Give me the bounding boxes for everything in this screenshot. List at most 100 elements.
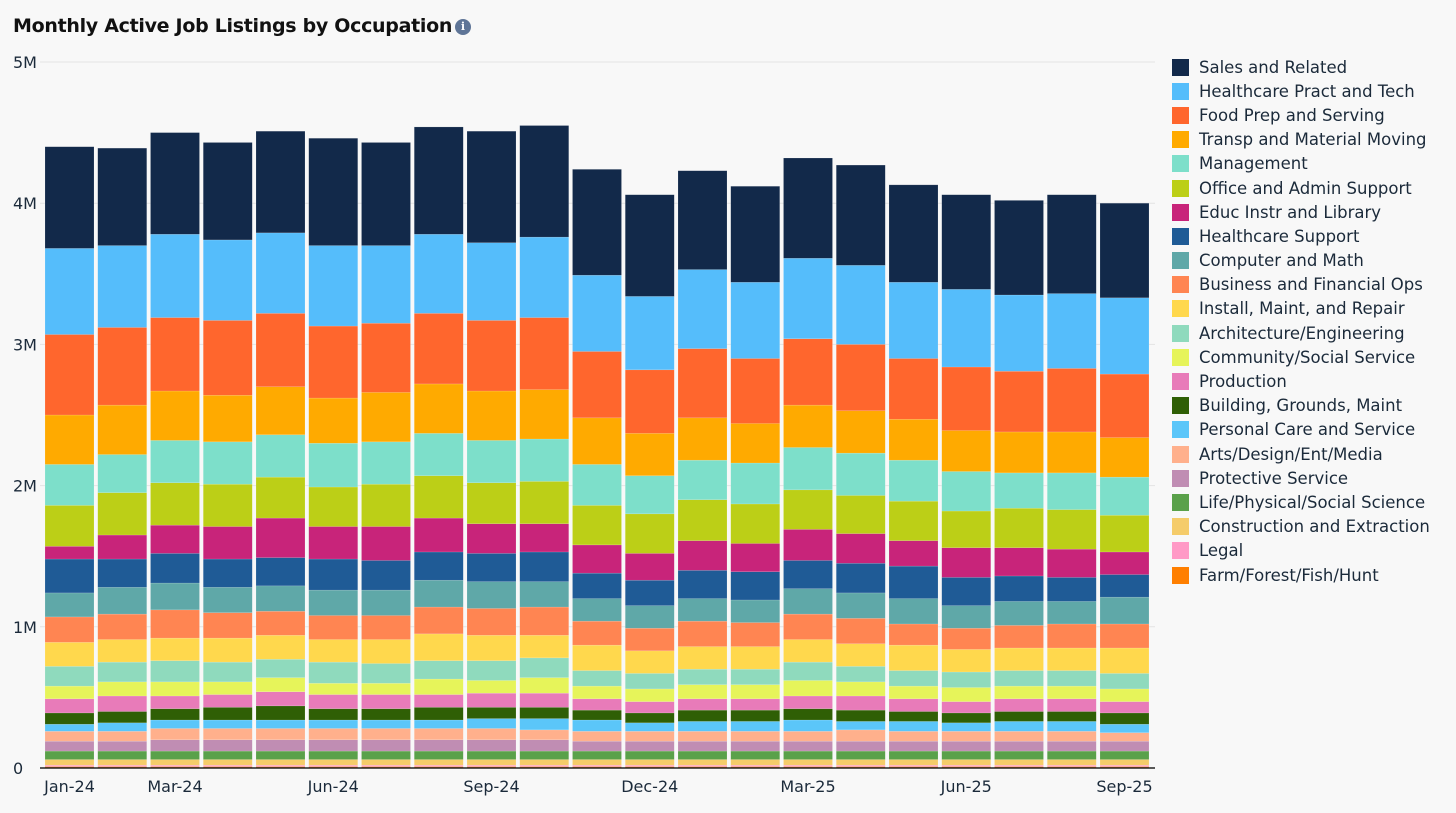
bar-segment[interactable]: Healthcare Pract and Tech Oct-24: 0.57M: [519, 236, 569, 318]
bar-segment[interactable]: Production Nov-24: 0.08M: [572, 698, 622, 711]
bar-segment[interactable]: Healthcare Support Jul-24: 0.21M: [361, 560, 411, 591]
legend-item[interactable]: Business and Financial Ops: [1172, 273, 1430, 297]
bar-segment[interactable]: Life/Physical/Social Science Apr-24: 0.0…: [203, 750, 253, 760]
bar-segment[interactable]: Office and Admin Support Mar-25: 0.28M: [783, 489, 833, 530]
bar-segment[interactable]: Educ Instr and Library Apr-25: 0.21M: [836, 533, 886, 564]
bar-segment[interactable]: Healthcare Pract and Tech Mar-24: 0.59M: [150, 234, 200, 318]
bar-segment[interactable]: Office and Admin Support Aug-25: 0.28M: [1047, 509, 1097, 550]
bar-segment[interactable]: Construction and Extraction Jul-25: 0.04…: [994, 759, 1044, 766]
bar-segment[interactable]: Educ Instr and Library Jun-24: 0.23M: [308, 526, 358, 560]
bar-segment[interactable]: Personal Care and Service Mar-24: 0.06M: [150, 719, 200, 729]
bar-segment[interactable]: Production May-25: 0.09M: [888, 698, 939, 712]
bar-segment[interactable]: Computer and Math Jul-25: 0.17M: [994, 601, 1044, 626]
bar-segment[interactable]: Educ Instr and Library Jan-24: 0.09M: [44, 546, 95, 560]
bar-segment[interactable]: Life/Physical/Social Science Mar-25: 0.0…: [783, 750, 833, 760]
bar-segment[interactable]: Management Jun-24: 0.31M: [308, 442, 358, 488]
bar-segment[interactable]: Life/Physical/Social Science May-25: 0.0…: [888, 750, 939, 760]
bar-segment[interactable]: Community/Social Service Sep-25: 0.09M: [1099, 688, 1150, 702]
bar-segment[interactable]: Sales and Related Apr-24: 0.69M: [203, 142, 253, 241]
bar-segment[interactable]: Educ Instr and Library Mar-25: 0.22M: [783, 529, 833, 561]
bar-segment[interactable]: Community/Social Service Oct-24: 0.11M: [519, 677, 569, 694]
bar-segment[interactable]: Food Prep and Serving Jun-24: 0.51M: [308, 325, 358, 399]
legend-item[interactable]: Protective Service: [1172, 466, 1430, 490]
bar-segment[interactable]: Community/Social Service Feb-24: 0.1M: [97, 681, 147, 697]
bar-segment[interactable]: Arts/Design/Ent/Media Jan-25: 0.07M: [677, 731, 728, 742]
bar-segment[interactable]: Life/Physical/Social Science Jun-25: 0.0…: [941, 750, 991, 760]
bar-segment[interactable]: Personal Care and Service Jan-24: 0.05M: [44, 723, 95, 732]
legend-item[interactable]: Transp and Material Moving: [1172, 128, 1430, 152]
bar-segment[interactable]: Computer and Math Aug-24: 0.19M: [414, 579, 464, 608]
bar-segment[interactable]: Personal Care and Service Aug-24: 0.06M: [414, 719, 464, 729]
bar-segment[interactable]: Business and Financial Ops Aug-25: 0.17M: [1047, 623, 1097, 649]
bar-segment[interactable]: Personal Care and Service Apr-25: 0.06M: [836, 721, 886, 731]
bar-segment[interactable]: Healthcare Support Aug-25: 0.17M: [1047, 577, 1097, 602]
bar-segment[interactable]: Management Apr-24: 0.3M: [203, 441, 253, 485]
bar-segment[interactable]: Healthcare Support Feb-25: 0.2M: [730, 571, 780, 601]
bar-segment[interactable]: Install, Maint, and Repair Jul-24: 0.17M: [361, 639, 411, 664]
bar-segment[interactable]: Building, Grounds, Maint Mar-25: 0.08M: [783, 708, 833, 721]
bar-segment[interactable]: Transp and Material Moving Jan-25: 0.3M: [677, 417, 728, 461]
bar-segment[interactable]: Transp and Material Moving May-25: 0.29M: [888, 418, 939, 461]
bar-segment[interactable]: Architecture/Engineering May-25: 0.11M: [888, 670, 939, 687]
bar-segment[interactable]: Community/Social Service Jun-24: 0.08M: [308, 683, 358, 695]
bar-segment[interactable]: Protective Service Oct-24: 0.08M: [519, 739, 569, 752]
bar-segment[interactable]: Install, Maint, and Repair Feb-25: 0.16M: [730, 646, 780, 670]
legend-item[interactable]: Farm/Forest/Fish/Hunt: [1172, 563, 1430, 587]
bar-segment[interactable]: Healthcare Support Apr-25: 0.21M: [836, 563, 886, 594]
bar-segment[interactable]: Life/Physical/Social Science Sep-25: 0.0…: [1099, 750, 1150, 760]
bar-segment[interactable]: Management Aug-25: 0.26M: [1047, 472, 1097, 510]
bar-segment[interactable]: Office and Admin Support May-25: 0.28M: [888, 500, 939, 541]
bar-segment[interactable]: Building, Grounds, Maint Jul-24: 0.08M: [361, 708, 411, 721]
bar-segment[interactable]: Community/Social Service Sep-24: 0.09M: [466, 680, 517, 694]
bar-segment[interactable]: Computer and Math Sep-24: 0.19M: [466, 581, 517, 609]
bar-segment[interactable]: Production Dec-24: 0.08M: [625, 701, 675, 714]
bar-segment[interactable]: Production May-24: 0.1M: [255, 691, 306, 707]
bar-segment[interactable]: Protective Service Sep-24: 0.08M: [466, 739, 517, 752]
bar-segment[interactable]: Install, Maint, and Repair Jun-24: 0.16M: [308, 639, 358, 663]
legend-item[interactable]: Healthcare Pract and Tech: [1172, 79, 1430, 103]
bar-segment[interactable]: Protective Service Jun-24: 0.08M: [308, 739, 358, 752]
bar-segment[interactable]: Business and Financial Ops Nov-24: 0.17M: [572, 620, 622, 646]
bar-segment[interactable]: Educ Instr and Library Aug-24: 0.24M: [414, 517, 464, 553]
bar-segment[interactable]: Community/Social Service Jan-25: 0.1M: [677, 684, 728, 700]
bar-segment[interactable]: Food Prep and Serving Feb-24: 0.55M: [97, 327, 147, 406]
bar-segment[interactable]: Computer and Math Apr-25: 0.18M: [836, 592, 886, 619]
bar-segment[interactable]: Building, Grounds, Maint Dec-24: 0.07M: [625, 712, 675, 724]
bar-segment[interactable]: Arts/Design/Ent/Media Jul-24: 0.08M: [361, 728, 411, 741]
bar-segment[interactable]: Life/Physical/Social Science Sep-24: 0.0…: [466, 750, 517, 760]
bar-segment[interactable]: Educ Instr and Library Sep-24: 0.21M: [466, 523, 517, 554]
bar-segment[interactable]: Personal Care and Service May-24: 0.06M: [255, 719, 306, 729]
bar-segment[interactable]: Production Feb-25: 0.08M: [730, 698, 780, 711]
bar-segment[interactable]: Computer and Math Mar-25: 0.18M: [783, 588, 833, 615]
bar-segment[interactable]: Community/Social Service Dec-24: 0.09M: [625, 688, 675, 702]
bar-segment[interactable]: Food Prep and Serving Jul-25: 0.43M: [994, 370, 1044, 433]
bar-segment[interactable]: Healthcare Support May-24: 0.2M: [255, 557, 306, 587]
bar-segment[interactable]: Business and Financial Ops Feb-25: 0.17M: [730, 622, 780, 647]
bar-segment[interactable]: Business and Financial Ops Sep-25: 0.17M: [1099, 623, 1150, 649]
bar-segment[interactable]: Computer and Math May-24: 0.18M: [255, 585, 306, 612]
bar-segment[interactable]: Community/Social Service Feb-25: 0.1M: [730, 684, 780, 700]
bar-segment[interactable]: Transp and Material Moving Dec-24: 0.3M: [625, 433, 675, 476]
bar-segment[interactable]: Healthcare Pract and Tech Jan-24: 0.61M: [44, 248, 95, 335]
bar-segment[interactable]: Construction and Extraction Apr-24: 0.04…: [203, 759, 253, 766]
bar-segment[interactable]: Healthcare Pract and Tech Jun-25: 0.55M: [941, 289, 991, 368]
bar-segment[interactable]: Healthcare Support Nov-24: 0.18M: [572, 572, 622, 599]
bar-segment[interactable]: Personal Care and Service Mar-25: 0.08M: [783, 719, 833, 732]
bar-segment[interactable]: Install, Maint, and Repair Oct-24: 0.16M: [519, 635, 569, 659]
bar-segment[interactable]: Life/Physical/Social Science Feb-25: 0.0…: [730, 750, 780, 760]
bar-segment[interactable]: Install, Maint, and Repair Dec-24: 0.16M: [625, 650, 675, 674]
bar-segment[interactable]: Sales and Related Mar-24: 0.72M: [150, 132, 200, 235]
bar-segment[interactable]: Computer and Math Feb-25: 0.16M: [730, 599, 780, 623]
bar-segment[interactable]: Personal Care and Service Jun-25: 0.06M: [941, 722, 991, 732]
bar-segment[interactable]: Arts/Design/Ent/Media Sep-24: 0.08M: [466, 728, 517, 741]
bar-segment[interactable]: Educ Instr and Library Nov-24: 0.2M: [572, 544, 622, 574]
bar-segment[interactable]: Computer and Math Jul-24: 0.18M: [361, 589, 411, 616]
bar-segment[interactable]: Food Prep and Serving Aug-24: 0.5M: [414, 313, 464, 385]
bar-segment[interactable]: Computer and Math Mar-24: 0.19M: [150, 582, 200, 611]
bar-segment[interactable]: Transp and Material Moving Apr-24: 0.33M: [203, 394, 253, 443]
bar-segment[interactable]: Educ Instr and Library May-25: 0.18M: [888, 540, 939, 567]
bar-segment[interactable]: Healthcare Pract and Tech Jan-25: 0.56M: [677, 269, 728, 349]
bar-segment[interactable]: Community/Social Service Jan-24: 0.09M: [44, 685, 95, 700]
bar-segment[interactable]: Personal Care and Service Sep-24: 0.07M: [466, 718, 517, 729]
bar-segment[interactable]: Install, Maint, and Repair May-24: 0.17M: [255, 635, 306, 660]
